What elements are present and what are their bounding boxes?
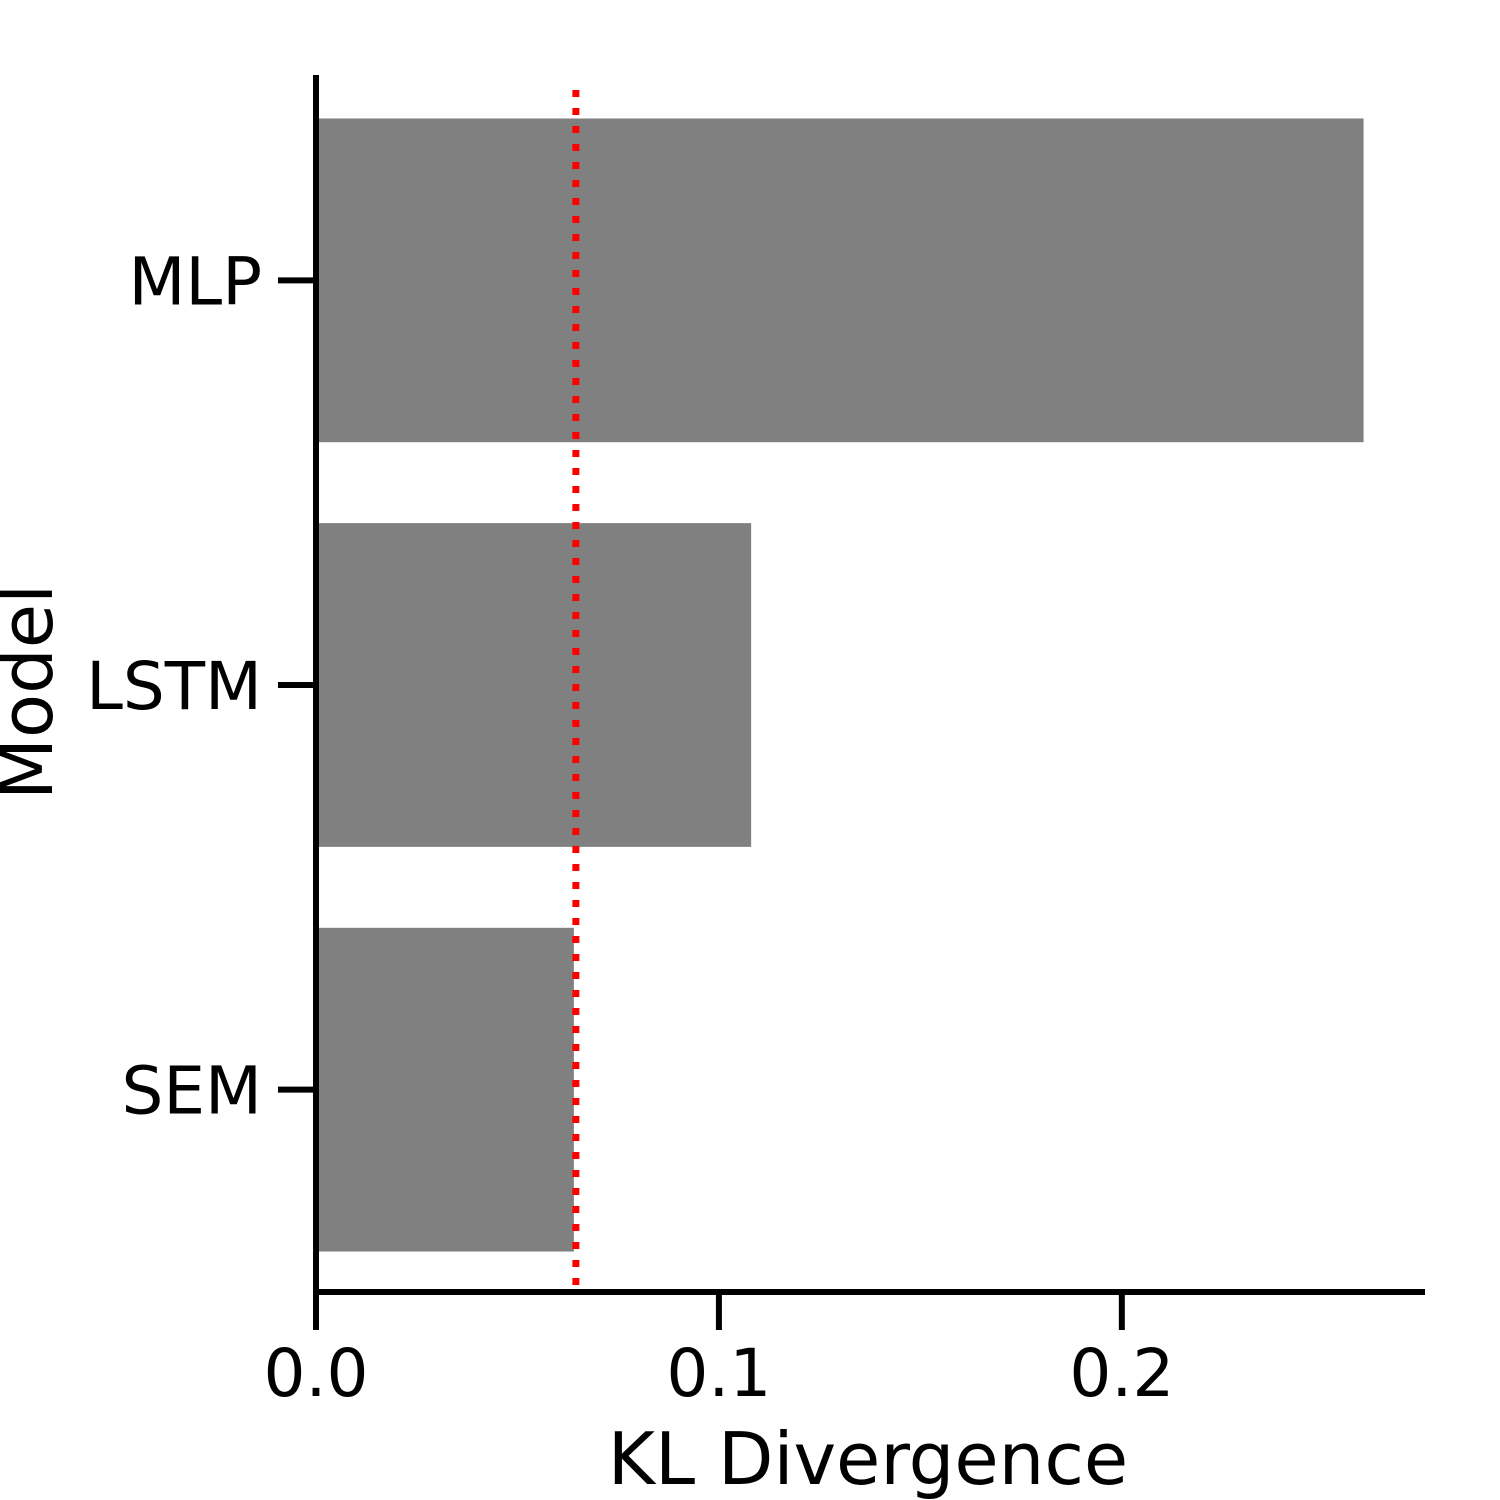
y-tick-label-lstm: LSTM bbox=[86, 648, 262, 725]
x-axis-label: KL Divergence bbox=[608, 1417, 1128, 1500]
y-tick-label-sem: SEM bbox=[121, 1053, 262, 1130]
x-tick-label-1: 0.1 bbox=[666, 1335, 771, 1412]
bar-lstm bbox=[316, 523, 752, 847]
bar-group bbox=[316, 118, 1364, 1252]
tick-group: MLP LSTM SEM 0.0 0.1 0.2 bbox=[86, 243, 1174, 1412]
bar-sem bbox=[316, 927, 574, 1252]
bar-mlp bbox=[316, 118, 1364, 443]
x-tick-label-0: 0.0 bbox=[264, 1335, 369, 1412]
y-axis-label: Model bbox=[0, 584, 69, 800]
x-tick-label-2: 0.2 bbox=[1069, 1335, 1174, 1412]
y-tick-label-mlp: MLP bbox=[128, 243, 262, 320]
